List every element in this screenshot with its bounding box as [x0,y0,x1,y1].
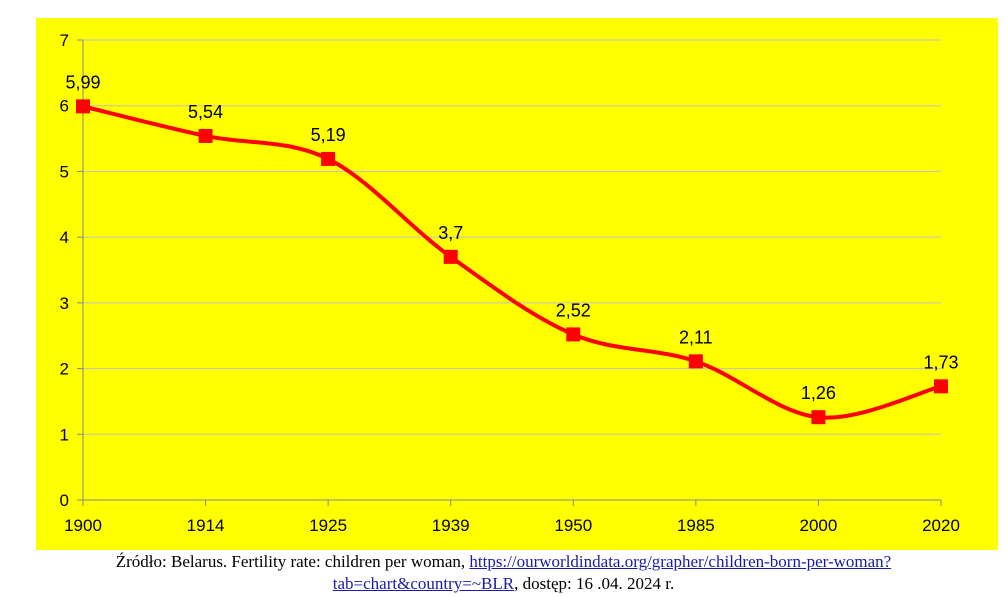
data-label: 5,54 [188,102,223,122]
x-tick-label: 2020 [922,516,960,535]
source-link[interactable]: https://ourworldindata.org/grapher/child… [333,552,891,593]
data-label: 2,52 [556,300,591,320]
chart-area: 0 1 2 3 4 5 6 7 1900 1914 1925 1939 1950 1985 2000 2020… [36,18,998,550]
source-suffix: , dostęp: 16 .04. 2024 r. [514,574,675,593]
x-tick-label: 1925 [309,516,347,535]
x-tick-label: 1914 [187,516,225,535]
source-link-line1: https://ourworldindata.org/grapher/child… [469,552,892,571]
y-tick-label: 4 [60,228,69,247]
y-tick-label: 1 [60,425,69,444]
data-point-marker [934,379,948,394]
data-label: 1,26 [801,383,836,403]
x-tick-label: 1939 [432,516,470,535]
data-label: 1,73 [923,352,958,372]
source-prefix: Źródło: Belarus. Fertility rate: childre… [115,552,470,571]
y-tick-label: 3 [60,294,69,313]
data-point-marker [76,99,90,114]
y-tick-label: 5 [60,162,69,181]
y-tick-label: 2 [60,360,69,379]
x-tick-label: 1900 [64,516,102,535]
data-point-marker [688,354,703,369]
fertility-line-chart: 0 1 2 3 4 5 6 7 1900 1914 1925 1939 1950 1985 2000 2020… [60,31,960,535]
source-link-line2: tab=chart&country=~BLR [332,574,515,593]
y-tick-label: 6 [60,97,69,116]
data-label: 5,19 [311,125,346,145]
data-label: 5,99 [65,72,100,92]
data-point-marker [811,410,826,425]
data-label: 3,7 [438,223,463,243]
series-line [81,104,943,420]
data-point-marker [321,151,336,166]
y-tick-label: 7 [60,31,69,50]
x-tick-label: 1950 [554,516,592,535]
x-tick-label: 1985 [677,516,715,535]
source-note: Źródło: Belarus. Fertility rate: childre… [0,551,1007,595]
data-point-marker [566,327,581,342]
y-tick-label: 0 [60,491,69,510]
x-tick-label: 2000 [800,516,838,535]
data-point-marker [443,249,458,264]
data-label: 2,11 [679,327,713,347]
data-point-marker [198,128,213,143]
